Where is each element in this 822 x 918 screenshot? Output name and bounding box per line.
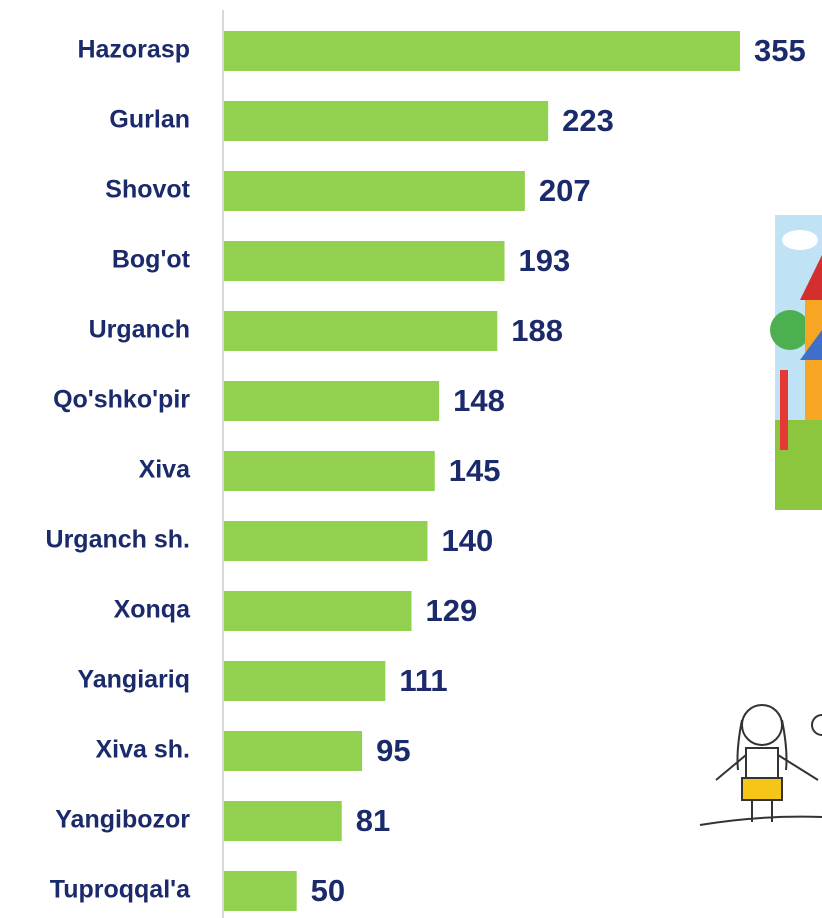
bar — [224, 241, 505, 281]
bar — [224, 171, 525, 211]
value-label: 355 — [754, 33, 806, 68]
value-label: 129 — [426, 593, 478, 628]
chart: Hazorasp 355 Gurlan 223 Shovot 207 Bog'ot 193 Ur… — [0, 0, 822, 918]
value-label: 223 — [562, 103, 614, 138]
bar — [224, 451, 435, 491]
value-label: 193 — [519, 243, 571, 278]
value-label: 111 — [399, 663, 447, 698]
category-label: Xonqa — [114, 596, 191, 624]
category-label: Yangibozor — [55, 806, 190, 834]
category-label: Gurlan — [109, 106, 190, 134]
category-label: Shovot — [105, 176, 190, 204]
category-label: Qo'shko'pir — [53, 386, 190, 414]
value-label: 188 — [511, 313, 563, 348]
bar — [224, 381, 439, 421]
playground-illustration — [770, 215, 822, 510]
value-label: 148 — [453, 383, 505, 418]
category-label: Hazorasp — [77, 36, 190, 64]
bar — [224, 731, 362, 771]
category-label: Urganch sh. — [46, 526, 190, 554]
category-label: Tuproqqal'a — [50, 876, 191, 904]
bar — [224, 801, 342, 841]
bar — [224, 101, 548, 141]
bar — [224, 661, 385, 701]
value-label: 95 — [376, 733, 410, 768]
category-label: Xiva sh. — [96, 736, 191, 764]
value-label: 207 — [539, 173, 591, 208]
category-label: Bog'ot — [112, 246, 191, 274]
value-label: 145 — [449, 453, 501, 488]
category-label: Yangiariq — [77, 666, 190, 694]
bar — [224, 311, 497, 351]
children-illustration — [700, 705, 822, 825]
value-label: 81 — [356, 803, 390, 838]
category-label: Urganch — [89, 316, 190, 344]
category-label: Xiva — [139, 456, 192, 484]
value-label: 50 — [311, 873, 345, 908]
bar — [224, 31, 740, 71]
bar — [224, 521, 427, 561]
value-label: 140 — [441, 523, 493, 558]
bar — [224, 591, 412, 631]
bar — [224, 871, 297, 911]
